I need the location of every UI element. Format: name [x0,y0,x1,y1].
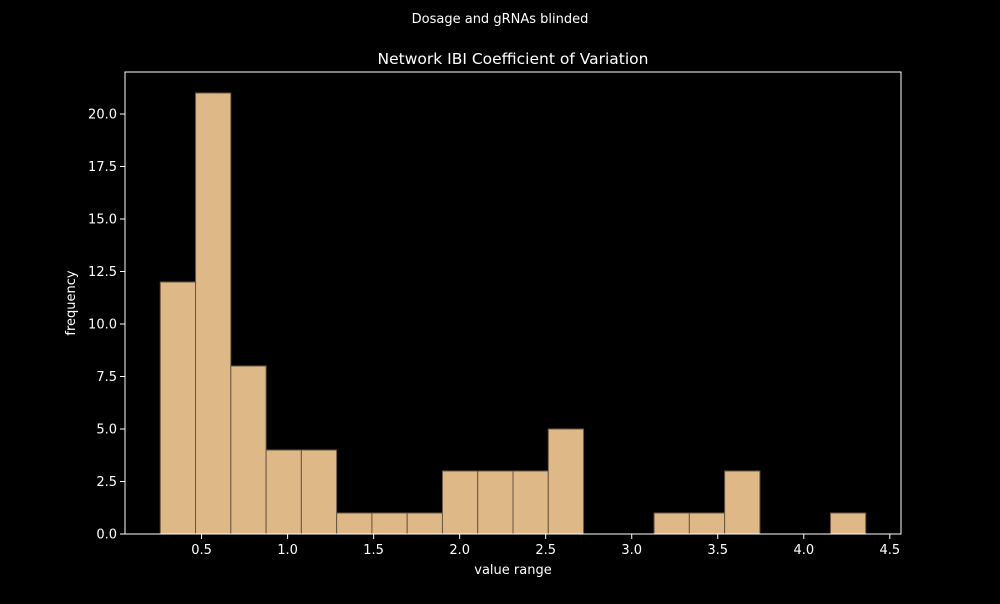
y-axis-label: frequency [64,270,79,336]
histogram-bar [688,512,726,535]
x-tick-label: 2.5 [535,543,556,558]
chart-title: Network IBI Coefficient of Variation [377,50,648,68]
y-tick-label: 2.5 [96,475,117,490]
y-tick-label: 10.0 [88,318,117,333]
x-tick-label: 1.0 [277,543,298,558]
x-axis-label: value range [474,563,551,578]
y-tick-label: 17.5 [88,160,117,175]
plot-frame [124,71,902,535]
histogram-bar [653,512,690,535]
y-tick-label: 12.5 [88,265,117,280]
bars-group [159,92,867,535]
x-tick-label: 0.5 [191,543,212,558]
histogram-bar [159,281,197,535]
histogram-bar [406,512,443,535]
histogram-bar [724,470,761,535]
histogram-bar [195,92,232,535]
y-tick-label: 15.0 [88,213,117,228]
y-tick-label: 0.0 [96,528,117,543]
chart-suptitle: Dosage and gRNAs blinded [412,12,589,27]
x-tick-label: 2.0 [449,543,470,558]
y-tick-label: 20.0 [88,108,117,123]
histogram-bar [547,428,585,535]
histogram-bar [265,449,302,535]
histogram-bar [829,512,867,535]
x-tick-label: 3.0 [621,543,642,558]
y-tick-label: 7.5 [96,370,117,385]
x-tick-label: 4.0 [793,543,814,558]
y-tick-label: 5.0 [96,423,117,438]
histogram-bar [300,449,338,535]
histogram-bar [441,470,479,535]
histogram-bar [336,512,373,535]
histogram-bar [230,365,267,535]
histogram-bar [371,512,408,535]
histogram-bar [477,470,514,535]
x-axis: 0.5 1.0 1.5 2.0 2.5 3.0 3.5 4.0 4.5 [191,534,900,558]
y-axis: 0.0 2.5 5.0 7.5 10.0 12.5 15.0 17.5 20.0 [88,108,125,543]
x-tick-label: 3.5 [707,543,728,558]
histogram-bar [512,470,549,535]
x-tick-label: 1.5 [363,543,384,558]
x-tick-label: 4.5 [879,543,900,558]
